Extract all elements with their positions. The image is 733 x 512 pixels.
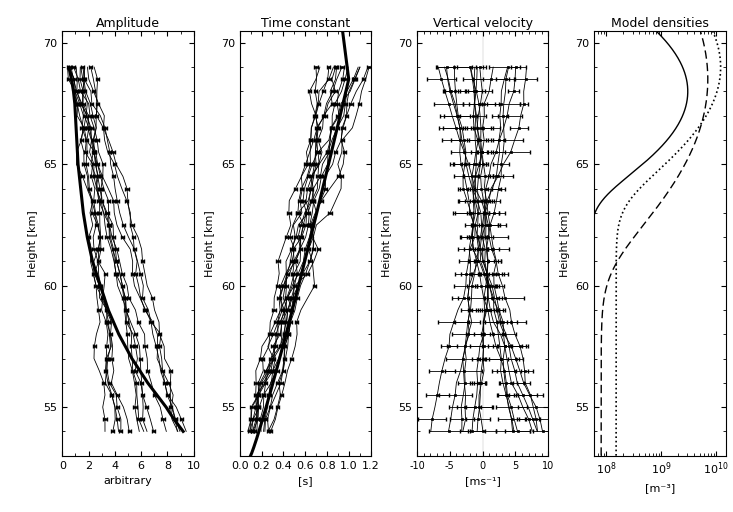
Y-axis label: Height [km]: Height [km] — [28, 210, 38, 276]
X-axis label: [m⁻³]: [m⁻³] — [645, 483, 675, 493]
Title: Vertical velocity: Vertical velocity — [432, 16, 533, 30]
X-axis label: [ms⁻¹]: [ms⁻¹] — [465, 476, 501, 486]
Y-axis label: Height [km]: Height [km] — [560, 210, 570, 276]
Y-axis label: Height [km]: Height [km] — [383, 210, 392, 276]
X-axis label: [s]: [s] — [298, 476, 313, 486]
Title: Amplitude: Amplitude — [96, 16, 160, 30]
X-axis label: arbitrary: arbitrary — [103, 476, 152, 486]
Title: Time constant: Time constant — [261, 16, 350, 30]
Title: Model densities: Model densities — [611, 16, 709, 30]
Y-axis label: Height [km]: Height [km] — [205, 210, 215, 276]
